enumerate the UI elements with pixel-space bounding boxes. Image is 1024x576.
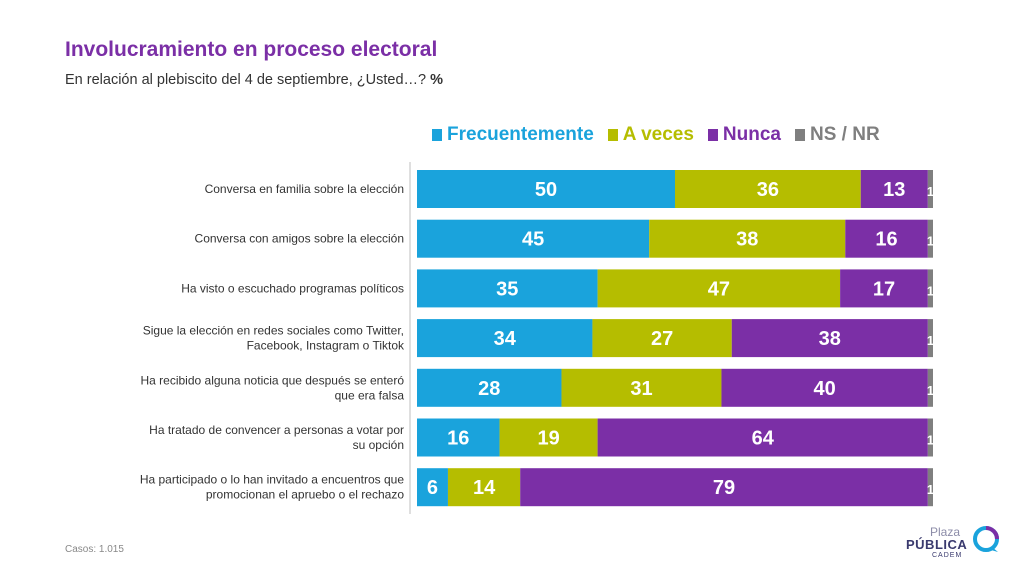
bar-4-nsnr xyxy=(927,368,933,407)
data-label-4-1: 31 xyxy=(630,378,652,400)
bar-1-nsnr xyxy=(927,219,933,258)
logo-bubble-icon xyxy=(973,526,999,552)
data-label-3-0: 34 xyxy=(494,328,517,350)
data-label-5-1: 19 xyxy=(537,428,559,450)
data-label-3-1: 27 xyxy=(651,328,673,350)
data-label-6-3: 1 xyxy=(927,482,934,497)
data-label-2-3: 1 xyxy=(927,283,934,298)
category-label-3: Sigue la elección en redes sociales como… xyxy=(143,324,405,353)
data-label-1-2: 16 xyxy=(875,229,897,251)
legend-swatch-1 xyxy=(607,129,618,141)
data-label-6-1: 14 xyxy=(473,477,496,499)
bar-5-aveces xyxy=(499,418,598,457)
legend-swatch-3 xyxy=(795,129,805,141)
bar-6-nsnr xyxy=(927,468,933,507)
bar-2-nsnr xyxy=(927,269,933,308)
logo-line1: Plaza xyxy=(930,525,961,539)
bar-2-nunca xyxy=(840,269,928,308)
legend-label-3: NS / NR xyxy=(810,124,880,145)
legend-swatch-2 xyxy=(707,129,718,141)
chart-subtitle: En relación al plebiscito del 4 de septi… xyxy=(65,72,443,88)
plaza-publica-logo: Plaza PÚBLICA CADEM xyxy=(898,525,1002,565)
data-label-1-0: 45 xyxy=(522,229,544,251)
bar-1-aveces xyxy=(649,219,846,258)
data-label-5-0: 16 xyxy=(447,428,469,450)
legend-label-2: Nunca xyxy=(722,124,781,145)
bar-5-frecuentemente xyxy=(417,418,500,457)
bar-5-nsnr xyxy=(927,418,933,457)
data-label-0-3: 1 xyxy=(927,184,934,199)
data-label-4-2: 40 xyxy=(814,378,836,400)
category-label-5: Ha tratado de convencer a personas a vot… xyxy=(149,423,404,452)
category-label-4: Ha recibido alguna noticia que después s… xyxy=(140,373,404,402)
bar-6-aveces xyxy=(447,468,521,507)
bar-4-frecuentemente xyxy=(417,368,562,407)
bar-5-nunca xyxy=(597,418,928,457)
legend-swatch-0 xyxy=(432,129,442,141)
bar-3-aveces xyxy=(592,319,732,358)
data-label-3-3: 1 xyxy=(927,333,934,348)
data-label-4-0: 28 xyxy=(478,378,500,400)
legend-item-0: Frecuentemente xyxy=(432,124,594,146)
category-label-2: Ha visto o escuchado programas políticos xyxy=(181,281,404,295)
bar-4-nunca xyxy=(721,368,928,407)
casos-value: 1.015 xyxy=(98,544,124,555)
data-label-0-2: 13 xyxy=(883,179,905,201)
data-label-1-3: 1 xyxy=(927,234,934,249)
bar-0-aveces xyxy=(675,170,861,208)
bar-0-frecuentemente xyxy=(417,170,675,208)
data-label-5-3: 1 xyxy=(927,433,934,448)
category-label-6: Ha participado o lo han invitado a encue… xyxy=(140,473,405,502)
category-label-1: Conversa con amigos sobre la elección xyxy=(195,232,404,246)
chart-title: Involucramiento en proceso electoral xyxy=(65,38,438,61)
bar-3-frecuentemente xyxy=(417,319,593,358)
bar-0-nsnr xyxy=(927,170,933,208)
bar-3-nsnr xyxy=(927,319,933,358)
subtitle-unit: % xyxy=(430,72,443,88)
bar-1-frecuentemente xyxy=(417,219,650,258)
bar-2-frecuentemente xyxy=(417,269,598,308)
legend-item-2: Nunca xyxy=(707,124,781,146)
data-label-5-2: 64 xyxy=(752,428,775,450)
legend-item-3: NS / NR xyxy=(795,124,880,146)
data-label-2-0: 35 xyxy=(496,278,518,300)
bar-6-frecuentemente xyxy=(417,468,448,507)
bar-3-nunca xyxy=(731,319,928,358)
subtitle-text: En relación al plebiscito del 4 de septi… xyxy=(65,72,427,88)
data-label-2-1: 47 xyxy=(708,278,730,300)
logo-line2: PÚBLICA xyxy=(906,537,968,552)
bar-4-aveces xyxy=(561,368,722,407)
category-label-0: Conversa en familia sobre la elección xyxy=(205,182,404,196)
casos-label: Casos: xyxy=(65,544,97,555)
data-label-1-1: 38 xyxy=(736,229,758,251)
data-label-6-2: 79 xyxy=(713,477,735,499)
legend-label-1: A veces xyxy=(622,124,694,145)
data-label-0-1: 36 xyxy=(757,179,779,201)
bar-1-nunca xyxy=(845,219,928,258)
logo-line3: CADEM xyxy=(932,552,963,559)
legend-label-0: Frecuentemente xyxy=(447,124,594,145)
bar-0-nunca xyxy=(860,170,928,208)
data-label-4-3: 1 xyxy=(927,383,934,398)
data-label-6-0: 6 xyxy=(427,477,438,499)
data-label-2-2: 17 xyxy=(873,278,895,300)
footer-casos: Casos: 1.015 xyxy=(65,544,124,555)
legend-item-1: A veces xyxy=(607,124,694,146)
chart-legend: Frecuentemente A veces Nunca NS / NR xyxy=(432,124,880,146)
bar-6-nunca xyxy=(520,468,928,507)
bar-2-aveces xyxy=(597,269,841,308)
data-label-0-0: 50 xyxy=(535,179,557,201)
data-label-3-2: 38 xyxy=(819,328,841,350)
